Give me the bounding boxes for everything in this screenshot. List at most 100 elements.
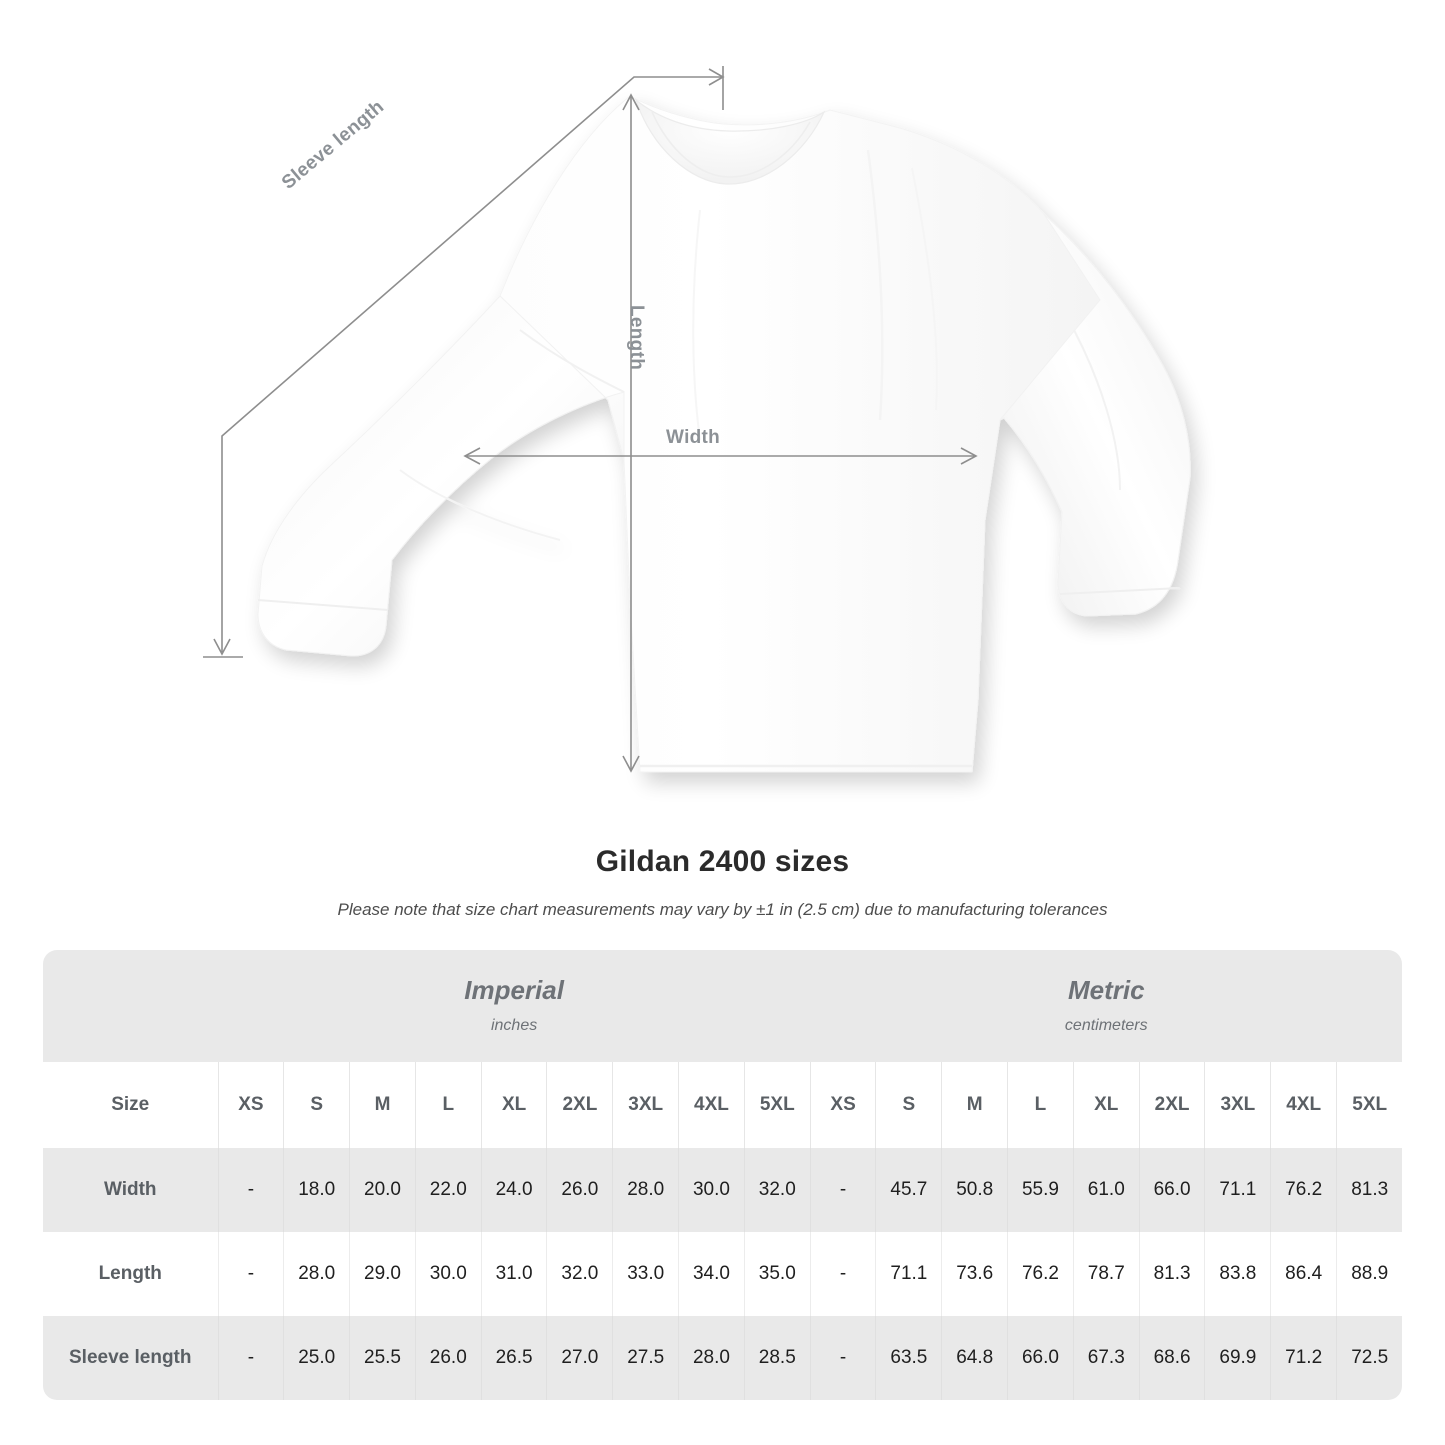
length-arrowhead-top [622,93,640,111]
shirt-collar [634,98,826,185]
header-imperial-2xl: 2XL [546,1062,613,1148]
cell-width-imperial-l: 22.0 [414,1148,482,1232]
cell-sleeve-metric-m: 64.8 [941,1316,1008,1400]
cell-sleeve-imperial-xl: 26.5 [480,1316,547,1400]
size-header-row: Size XS S M L XL 2XL 3XL 4XL 5XL XS S M … [43,1062,1403,1148]
header-metric-4xl: 4XL [1270,1062,1337,1148]
width-arrowhead-right [960,447,978,465]
cell-width-imperial-m: 20.0 [349,1148,416,1232]
cell-sleeve-imperial-s: 25.0 [283,1316,350,1400]
cell-width-metric-m: 50.8 [941,1148,1008,1232]
shirt-sleeve-left [257,295,625,657]
size-table: Imperial inches Metric centimeters Size … [43,950,1403,1400]
header-imperial-4xl: 4XL [678,1062,745,1148]
sleeve-length-arrowhead-bottom [213,638,231,656]
header-metric-m: M [941,1062,1008,1148]
cell-width-metric-s: 45.7 [875,1148,942,1232]
cell-length-imperial-xs: - [217,1232,284,1316]
cell-length-metric-2xl: 81.3 [1138,1232,1205,1316]
cell-width-metric-xs: - [809,1148,876,1232]
sleeve-length-guide-line [221,76,722,652]
width-label: Width [666,427,721,448]
cell-sleeve-metric-l: 66.0 [1007,1316,1074,1400]
table-row: Width - 18.0 20.0 22.0 24.0 26.0 28.0 30… [43,1148,1403,1232]
shirt-body-group [257,95,1191,773]
cell-length-metric-l: 76.2 [1007,1232,1074,1316]
length-label: Length [626,305,647,371]
measurement-guides [203,66,978,773]
unit-banner-spacer [43,950,218,1062]
header-imperial-5xl: 5XL [743,1062,811,1148]
cell-width-imperial-xs: - [217,1148,284,1232]
cell-sleeve-imperial-4xl: 28.0 [678,1316,745,1400]
page-title: Gildan 2400 sizes [595,845,850,878]
header-metric-xl: XL [1072,1062,1140,1148]
cell-length-imperial-4xl: 34.0 [678,1232,745,1316]
cell-length-metric-xl: 78.7 [1072,1232,1140,1316]
cell-width-imperial-3xl: 28.0 [612,1148,679,1232]
garment-illustration [203,66,1191,773]
unit-name-metric: Metric [1067,975,1145,1006]
fold-line-3 [692,209,701,441]
header-metric-3xl: 3XL [1204,1062,1271,1148]
cuff-left [257,599,389,611]
cell-length-metric-xs: - [809,1232,876,1316]
header-imperial-s: S [283,1062,350,1148]
cell-width-metric-xl: 61.0 [1072,1148,1140,1232]
cell-length-metric-3xl: 83.8 [1204,1232,1271,1316]
fold-sleeve-right-1 [1073,329,1121,491]
header-metric-s: S [875,1062,942,1148]
cell-sleeve-metric-2xl: 68.6 [1138,1316,1205,1400]
tolerance-note: Please note that size chart measurements… [337,900,1108,919]
unit-banner-row: Imperial inches Metric centimeters [43,950,1403,1062]
cell-width-metric-l: 55.9 [1007,1148,1074,1232]
cell-sleeve-imperial-2xl: 27.0 [546,1316,613,1400]
header-imperial-xl: XL [480,1062,547,1148]
fold-line-1 [866,149,884,421]
cell-sleeve-imperial-5xl: 28.5 [743,1316,811,1400]
garment-diagram: Sleeve length Length Width [203,66,1191,773]
unit-cell-metric: Metric centimeters [810,950,1403,1062]
size-table-wrapper: Imperial inches Metric centimeters Size … [43,950,1403,1400]
cuff-right [1059,587,1181,595]
cell-width-imperial-s: 18.0 [283,1148,350,1232]
header-metric-2xl: 2XL [1138,1062,1205,1148]
cell-length-metric-s: 71.1 [875,1232,942,1316]
header-imperial-m: M [349,1062,416,1148]
fold-line-2 [911,167,938,411]
cell-length-imperial-m: 29.0 [349,1232,416,1316]
cell-sleeve-imperial-xs: - [217,1316,284,1400]
shirt-collar-inner-line [651,111,811,178]
cell-sleeve-metric-s: 63.5 [875,1316,942,1400]
cell-sleeve-metric-3xl: 69.9 [1204,1316,1271,1400]
cell-width-imperial-5xl: 32.0 [743,1148,811,1232]
cell-sleeve-metric-5xl: 72.5 [1336,1316,1403,1400]
cell-length-metric-5xl: 88.9 [1336,1232,1403,1316]
width-arrowhead-left [463,447,481,465]
cell-width-metric-5xl: 81.3 [1336,1148,1403,1232]
cell-sleeve-imperial-3xl: 27.5 [612,1316,679,1400]
row-label-sleeve-length: Sleeve length [43,1316,218,1400]
length-arrowhead-bottom [622,755,640,773]
cell-sleeve-metric-xs: - [809,1316,876,1400]
cell-sleeve-imperial-l: 26.0 [414,1316,482,1400]
header-metric-5xl: 5XL [1336,1062,1403,1148]
cell-sleeve-imperial-m: 25.5 [349,1316,416,1400]
table-row: Length - 28.0 29.0 30.0 31.0 32.0 33.0 3… [43,1232,1403,1316]
header-imperial-3xl: 3XL [612,1062,679,1148]
row-label-width: Width [43,1148,218,1232]
header-imperial-l: L [414,1062,482,1148]
fold-sleeve-left-2 [399,469,561,541]
shirt-torso [499,95,1101,773]
cell-width-metric-3xl: 71.1 [1204,1148,1271,1232]
cell-length-imperial-2xl: 32.0 [546,1232,613,1316]
title-block: Gildan 2400 sizes Please note that size … [0,845,1445,920]
cell-length-imperial-s: 28.0 [283,1232,350,1316]
header-metric-xs: XS [809,1062,876,1148]
fold-sleeve-left-1 [519,329,625,393]
cell-length-imperial-l: 30.0 [414,1232,482,1316]
cell-sleeve-metric-xl: 67.3 [1072,1316,1140,1400]
cell-length-metric-4xl: 86.4 [1270,1232,1337,1316]
cell-width-metric-4xl: 76.2 [1270,1148,1337,1232]
